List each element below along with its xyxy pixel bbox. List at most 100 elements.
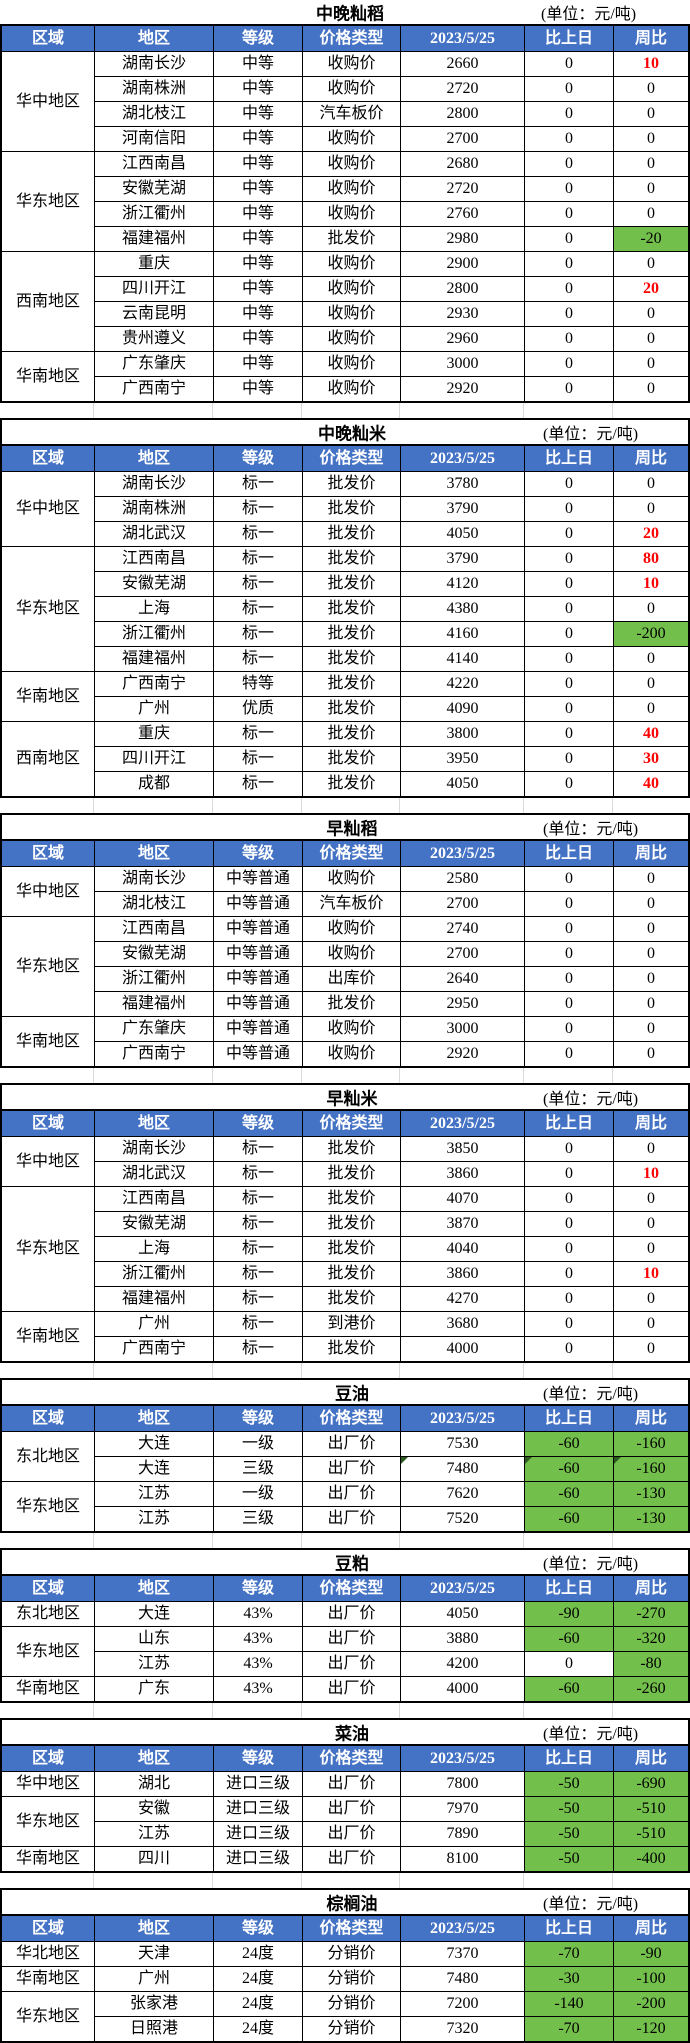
header-cell-day-change: 比上日 [524,1916,613,1941]
table-title-bar: 豆粕 (单位：元/吨) [2,1550,688,1576]
price-type-cell: 批发价 [302,771,400,796]
spacer-gridline [400,403,524,418]
area-cell: 湖南长沙 [94,1136,213,1161]
week-change-cell: 0 [613,1236,688,1261]
header-cell-region: 区域 [2,841,94,866]
spacer-gridline [613,1068,690,1083]
grade-cell: 中等普通 [213,941,302,966]
header-cell-week-change: 周比 [613,1576,688,1601]
price-type-cell: 收购价 [302,1016,400,1041]
day-change-cell: 0 [524,376,613,401]
spacer-gridline [524,1533,613,1548]
header-cell-week-change: 周比 [613,446,688,471]
header-cell-week-change: 周比 [613,1406,688,1431]
area-cell: 云南昆明 [94,301,213,326]
week-change-cell: 0 [613,646,688,671]
price-type-cell: 到港价 [302,1311,400,1336]
day-change-cell: 0 [524,226,613,251]
price-type-cell: 批发价 [302,596,400,621]
grade-cell: 24度 [213,1991,302,2016]
area-cell: 广东 [94,1676,213,1701]
week-change-cell: 30 [613,746,688,771]
day-change-cell: -70 [524,1941,613,1966]
price-type-cell: 批发价 [302,471,400,496]
table-title-bar: 菜油 (单位：元/吨) [2,1720,688,1746]
week-change-cell: -160 [613,1431,688,1456]
area-cell: 四川 [94,1846,213,1871]
spacer-gridline [0,403,94,418]
week-change-cell: 0 [613,1186,688,1211]
header-cell-region: 区域 [2,1576,94,1601]
price-type-cell: 批发价 [302,226,400,251]
price-cell: 7480 [400,1456,524,1481]
price-table: 菜油 (单位：元/吨) 区域 地区 等级 价格类型 2023/5/25 比上日 周比 华中地区 湖北… [0,1718,690,1873]
price-type-cell: 出厂价 [302,1626,400,1651]
grade-cell: 标一 [213,1311,302,1336]
header-cell-week-change: 周比 [613,1111,688,1136]
table-spacer [0,1068,690,1083]
table-grid: 区域 地区 等级 价格类型 2023/5/25 比上日 周比 华中地区 湖北 进口三级 出厂价 780… [2,1746,688,1871]
price-cell: 3860 [400,1261,524,1286]
price-type-cell: 收购价 [302,1041,400,1066]
spacer-gridline [213,798,302,813]
price-type-cell: 批发价 [302,646,400,671]
area-cell: 成都 [94,771,213,796]
area-cell: 广东肇庆 [94,351,213,376]
area-cell: 广西南宁 [94,1041,213,1066]
price-cell: 4200 [400,1651,524,1676]
region-cell: 华南地区 [2,1311,94,1361]
area-cell: 江西南昌 [94,546,213,571]
grade-cell: 三级 [213,1456,302,1481]
grade-cell: 中等 [213,376,302,401]
price-cell: 7530 [400,1431,524,1456]
header-cell-day-change: 比上日 [524,1576,613,1601]
grade-cell: 标一 [213,771,302,796]
day-change-cell: 0 [524,1161,613,1186]
table-title: 早籼稻 [326,819,378,839]
price-type-cell: 分销价 [302,1966,400,1991]
spacer-gridline [0,1533,94,1548]
day-change-cell: 0 [524,771,613,796]
spacer-gridline [213,403,302,418]
week-change-cell: -690 [613,1771,688,1796]
price-type-cell: 批发价 [302,521,400,546]
day-change-cell: 0 [524,76,613,101]
grade-cell: 三级 [213,1506,302,1531]
price-type-cell: 批发价 [302,1136,400,1161]
price-cell: 7200 [400,1991,524,2016]
day-change-cell: -60 [524,1481,613,1506]
price-type-cell: 收购价 [302,201,400,226]
price-cell: 4050 [400,1601,524,1626]
day-change-cell: 0 [524,101,613,126]
header-cell-area: 地区 [94,1576,213,1601]
header-cell-area: 地区 [94,1406,213,1431]
price-cell: 7370 [400,1941,524,1966]
price-cell: 2760 [400,201,524,226]
price-type-cell: 出厂价 [302,1846,400,1871]
week-change-cell: 0 [613,496,688,521]
price-type-cell: 批发价 [302,721,400,746]
price-table: 区域 地区 等级 价格类型 2023/5/25 比上日 周比 华中地区 湖南长沙 中等 收购价 266… [0,24,690,403]
week-change-cell: 0 [613,696,688,721]
day-change-cell: 0 [524,916,613,941]
price-cell: 7320 [400,2016,524,2041]
header-cell-area: 地区 [94,1916,213,1941]
spacer-gridline [524,1068,613,1083]
price-type-cell: 批发价 [302,496,400,521]
price-type-cell: 收购价 [302,351,400,376]
area-cell: 河南信阳 [94,126,213,151]
header-cell-price-type: 价格类型 [302,841,400,866]
grade-cell: 43% [213,1651,302,1676]
price-cell: 4000 [400,1676,524,1701]
day-change-cell: -50 [524,1771,613,1796]
grade-cell: 中等 [213,276,302,301]
grade-cell: 特等 [213,671,302,696]
day-change-cell: -60 [524,1506,613,1531]
table-spacer [0,1873,690,1888]
spacer-gridline [302,1363,400,1378]
week-change-cell: -80 [613,1651,688,1676]
day-change-cell: 0 [524,51,613,76]
spacer-gridline [524,1873,613,1888]
spacer-gridline [302,403,400,418]
day-change-cell: 0 [524,721,613,746]
